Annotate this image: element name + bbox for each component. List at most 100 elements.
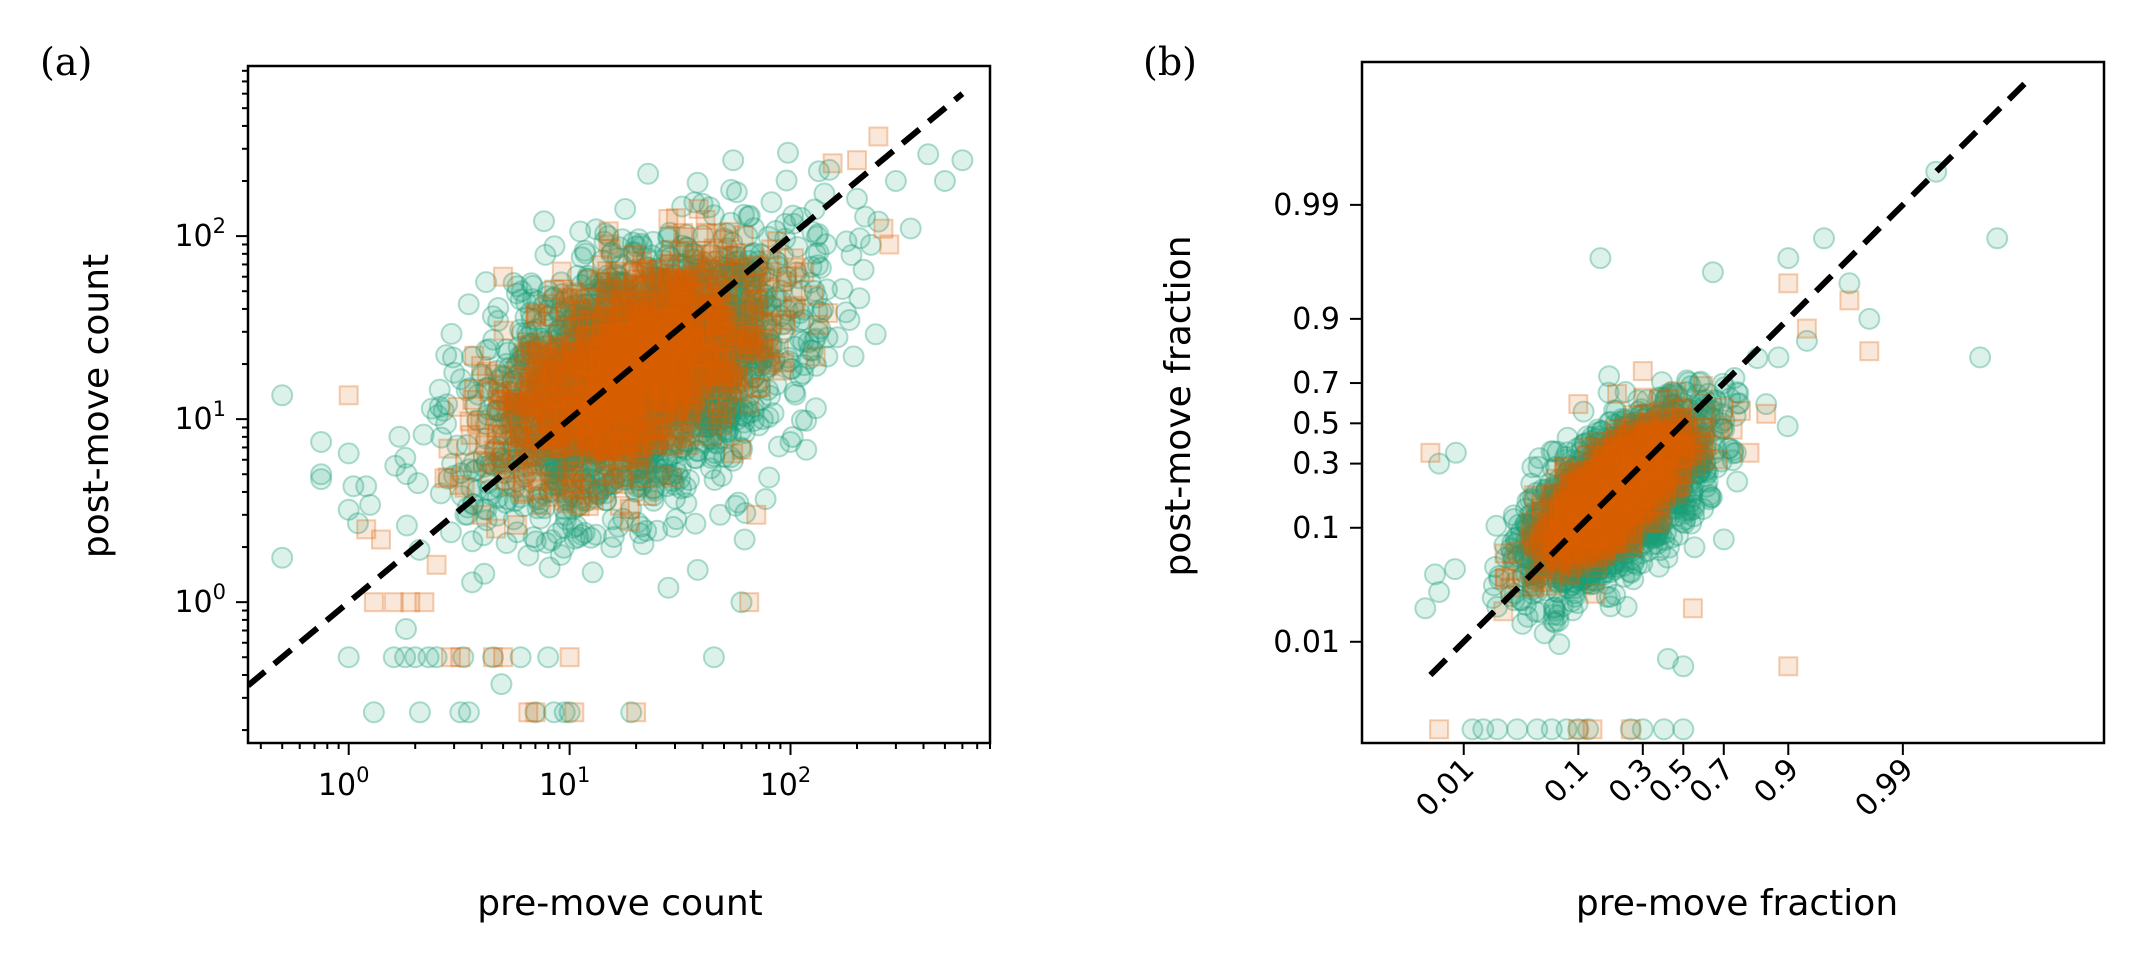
data-point-circle xyxy=(687,387,709,410)
data-point-circle xyxy=(606,247,629,270)
data-point-circle xyxy=(537,646,560,669)
data-point-circle xyxy=(807,321,830,343)
data-point-circle xyxy=(714,321,737,344)
data-point-circle xyxy=(747,414,770,437)
data-point-circle xyxy=(577,324,600,347)
data-point-circle xyxy=(779,431,802,453)
data-point-circle xyxy=(691,192,714,215)
data-point-circle xyxy=(584,274,607,297)
data-point-circle xyxy=(723,305,746,328)
data-point-circle xyxy=(622,409,645,432)
data-point-circle xyxy=(702,305,725,328)
data-point-circle xyxy=(684,322,707,345)
data-point-square xyxy=(540,358,561,379)
data-point-circle xyxy=(599,435,622,458)
data-point-circle xyxy=(782,204,804,227)
data-point-circle xyxy=(826,326,849,349)
data-point-square xyxy=(818,303,838,323)
data-point-circle xyxy=(592,323,615,346)
data-point-circle xyxy=(628,296,651,319)
data-point-circle xyxy=(605,392,628,415)
data-point-circle xyxy=(657,463,680,486)
data-point-circle xyxy=(712,333,735,355)
data-point-circle xyxy=(571,428,594,451)
data-point-circle xyxy=(680,384,703,407)
data-point-circle xyxy=(667,404,690,427)
data-point-circle xyxy=(599,416,621,439)
data-point-circle xyxy=(735,347,758,370)
data-point-circle xyxy=(722,149,745,172)
data-point-circle xyxy=(553,332,576,355)
data-point-circle xyxy=(622,390,645,412)
data-point-circle xyxy=(620,400,643,423)
data-point-circle xyxy=(754,488,777,511)
data-point-circle xyxy=(524,530,547,553)
data-point-circle xyxy=(759,384,782,407)
data-point-circle xyxy=(622,369,645,392)
data-point-circle xyxy=(709,305,731,328)
data-point-circle xyxy=(629,476,652,499)
data-point-circle xyxy=(718,342,741,365)
data-point-circle xyxy=(541,370,564,393)
data-point-circle xyxy=(649,285,672,308)
data-point-circle xyxy=(655,451,678,474)
data-point-circle xyxy=(607,448,630,471)
data-point-circle xyxy=(727,491,750,514)
data-point-circle xyxy=(632,366,655,389)
data-point-circle xyxy=(581,561,604,584)
data-point-circle xyxy=(603,468,626,491)
data-point-circle xyxy=(636,453,658,476)
data-point-circle xyxy=(651,335,674,357)
data-point-circle xyxy=(678,374,701,397)
data-point-square xyxy=(491,415,512,436)
data-point-square xyxy=(493,647,514,668)
data-point-circle xyxy=(646,265,669,288)
data-point-circle xyxy=(412,423,435,446)
data-point-square xyxy=(454,477,475,498)
data-point-circle xyxy=(702,362,724,385)
data-point-circle xyxy=(714,323,737,346)
data-point-square xyxy=(589,403,610,424)
data-point-circle xyxy=(589,316,612,339)
data-point-circle xyxy=(576,267,599,290)
data-point-square xyxy=(612,467,633,488)
data-point-circle xyxy=(578,359,601,382)
data-point-circle xyxy=(606,320,628,343)
data-point-circle xyxy=(632,362,655,385)
data-point-circle xyxy=(651,381,674,403)
data-point-circle xyxy=(746,267,769,289)
data-point-square xyxy=(667,400,688,421)
data-point-circle xyxy=(511,408,534,431)
data-point-circle xyxy=(598,428,621,451)
data-point-circle xyxy=(606,310,629,333)
data-point-circle xyxy=(759,332,782,355)
data-point-circle xyxy=(632,420,655,443)
data-point-circle xyxy=(557,290,580,313)
data-point-circle xyxy=(594,279,617,302)
data-point-circle xyxy=(694,364,717,387)
data-point-circle xyxy=(657,295,680,318)
data-point-square xyxy=(463,378,484,399)
data-point-square xyxy=(625,244,646,265)
data-point-circle xyxy=(532,358,555,381)
data-point-square xyxy=(622,275,643,296)
data-point-circle xyxy=(704,306,727,328)
data-point-circle xyxy=(595,415,618,438)
data-point-circle xyxy=(703,469,726,491)
data-point-circle xyxy=(359,493,382,516)
data-point-circle xyxy=(579,430,602,452)
data-point-circle xyxy=(716,405,739,428)
data-point-circle xyxy=(675,284,697,307)
data-point-circle xyxy=(490,673,513,696)
data-point-circle xyxy=(753,295,776,318)
data-point-circle xyxy=(601,349,624,372)
data-point-circle xyxy=(395,514,418,537)
data-point-circle xyxy=(641,374,664,397)
data-point-circle xyxy=(569,384,592,407)
data-point-square xyxy=(383,592,404,613)
data-point-circle xyxy=(708,333,730,356)
data-point-circle xyxy=(660,292,683,315)
data-point-square xyxy=(639,393,660,414)
data-point-circle xyxy=(667,297,690,320)
data-point-circle xyxy=(579,370,602,393)
